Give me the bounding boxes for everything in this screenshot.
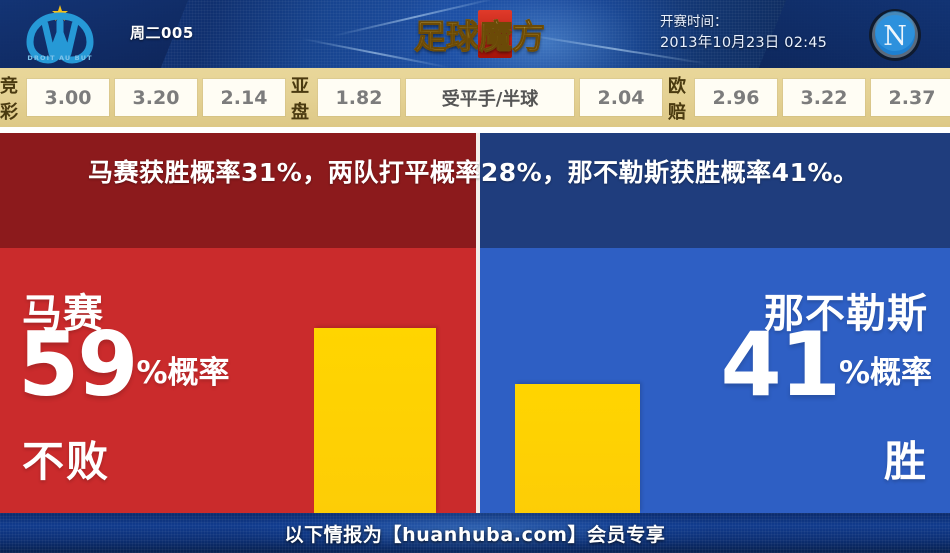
- odds-cell-euro-home[interactable]: 2.96: [695, 79, 777, 116]
- panels-divider: [476, 248, 480, 513]
- home-probability-row: 59 %概率: [18, 313, 230, 416]
- home-probability-bar: [314, 328, 436, 513]
- header-center-glow: [395, 0, 695, 68]
- odds-label-euro: 欧赔: [668, 75, 687, 123]
- home-verdict: 不败: [22, 437, 111, 486]
- odds-group-jingcai: 竞彩 3.00 3.20 2.14: [0, 72, 291, 124]
- odds-cell-asian-away[interactable]: 2.04: [580, 79, 662, 116]
- footer-glow: [245, 513, 705, 553]
- odds-cell-jingcai-home[interactable]: 3.00: [27, 79, 109, 116]
- probability-summary-banner: 马赛获胜概率31%，两队打平概率28%，那不勒斯获胜概率41%。: [0, 133, 950, 248]
- odds-label-jingcai: 竞彩: [0, 75, 19, 123]
- kickoff-block: 开赛时间： 2013年10月23日 02:45: [660, 12, 827, 54]
- away-team-name: 那不勒斯: [764, 291, 928, 337]
- banner-right-background: [480, 133, 950, 248]
- odds-cell-euro-away[interactable]: 2.37: [871, 79, 950, 116]
- site-brand-logo: 足球魔方: [404, 9, 554, 59]
- probability-summary-text: 马赛获胜概率31%，两队打平概率28%，那不勒斯获胜概率41%。: [88, 158, 859, 187]
- member-notice-footer: 以下情报为【huanhuba.com】会员专享: [0, 513, 950, 553]
- banner-divider: [476, 133, 480, 248]
- home-crest-motto: DROIT AU BUT: [27, 54, 93, 62]
- away-team-crest: N: [868, 8, 922, 62]
- away-probability-unit: %概率: [838, 355, 932, 391]
- home-team-crest: DROIT AU BUT: [18, 2, 102, 66]
- kickoff-label: 开赛时间：: [660, 14, 728, 30]
- divider-white: [0, 127, 950, 133]
- away-panel: 那不勒斯 41 %概率 胜: [480, 248, 950, 513]
- away-probability-bar: [515, 384, 640, 513]
- napoli-n-icon: N: [869, 9, 921, 61]
- odds-cell-asian-handicap[interactable]: 受平手/半球: [406, 79, 574, 116]
- home-panel: 马赛 59 %概率 不败: [0, 248, 476, 513]
- away-probability-row: 41 %概率: [720, 313, 932, 416]
- odds-bar: 竞彩 3.00 3.20 2.14 亚盘 1.82 受平手/半球 2.04 欧赔…: [0, 68, 950, 127]
- match-header: DROIT AU BUT 周二005 足球魔方 开赛时间： 2013年10月23…: [0, 0, 950, 68]
- away-verdict: 胜: [883, 437, 928, 486]
- odds-cell-asian-home[interactable]: 1.82: [318, 79, 400, 116]
- kickoff-time: 2013年10月23日 02:45: [660, 35, 828, 51]
- brand-text-part1: 足球: [414, 10, 480, 58]
- probability-panels: 马赛 59 %概率 不败 那不勒斯 41 %概率 胜: [0, 248, 950, 513]
- home-probability-value: 59: [18, 313, 138, 416]
- odds-cell-euro-draw[interactable]: 3.22: [783, 79, 865, 116]
- brand-text-part3: 方: [512, 10, 546, 58]
- home-team-name: 马赛: [22, 291, 104, 337]
- odds-group-euro: 欧赔 2.96 3.22 2.37: [668, 72, 950, 124]
- svg-text:N: N: [883, 21, 907, 52]
- odds-cell-jingcai-draw[interactable]: 3.20: [115, 79, 197, 116]
- odds-label-asian: 亚盘: [291, 75, 310, 123]
- odds-cell-jingcai-away[interactable]: 2.14: [203, 79, 285, 116]
- member-notice-text: 以下情报为【huanhuba.com】会员专享: [284, 523, 666, 546]
- odds-group-asian: 亚盘 1.82 受平手/半球 2.04: [291, 72, 668, 124]
- match-number: 周二005: [130, 24, 194, 42]
- om-monogram-icon: [26, 5, 94, 64]
- banner-left-background: [0, 133, 476, 248]
- away-probability-value: 41: [720, 313, 840, 416]
- brand-text-part2: 魔: [479, 17, 513, 57]
- home-probability-unit: %概率: [136, 355, 230, 391]
